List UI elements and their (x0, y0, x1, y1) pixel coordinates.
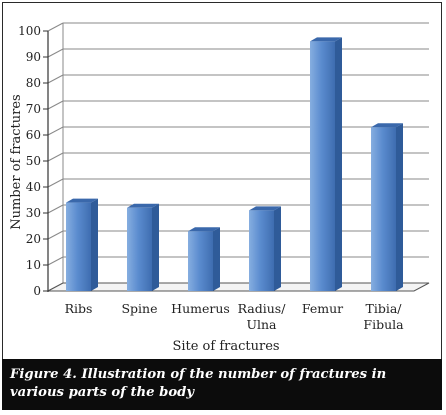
y-tick-label: 80 (26, 76, 41, 90)
x-tick-label: Spine (121, 301, 157, 316)
y-tick-label: 10 (26, 258, 41, 272)
bar-side (213, 227, 220, 291)
y-tick-label: 30 (26, 206, 41, 220)
gridline-depth (47, 74, 64, 84)
gridline-depth (47, 126, 64, 136)
x-tick-label: Femur (302, 301, 343, 316)
gridline-depth (47, 230, 64, 240)
bar-side (396, 123, 403, 291)
bar-front (310, 41, 335, 292)
bar-top (310, 37, 342, 42)
y-tick-label: 100 (18, 24, 41, 38)
x-tick-label: Tibia/Fibula (363, 301, 404, 332)
bar (371, 123, 403, 291)
bar-front (371, 127, 396, 291)
x-tick-label: Radius/Ulna (238, 301, 287, 332)
gridline-depth (47, 256, 64, 266)
gridline-depth (47, 48, 64, 58)
bar-side (91, 198, 98, 291)
bar-top (188, 227, 220, 232)
x-tick-label: Humerus (171, 301, 230, 316)
y-tick-label: 0 (33, 284, 41, 298)
bars (66, 37, 403, 292)
x-tick-label: Ribs (65, 301, 93, 316)
bar (310, 37, 342, 292)
y-tick-label: 60 (26, 128, 41, 142)
bar-front (188, 231, 213, 291)
gridline-depth (47, 178, 64, 188)
bar-front (127, 207, 152, 291)
gridline-depth (47, 204, 64, 214)
bar (249, 206, 281, 291)
bar-top (249, 206, 281, 211)
bar-top (127, 203, 159, 208)
y-tick-label: 40 (26, 180, 41, 194)
y-tick-label: 90 (26, 50, 41, 64)
bar-chart: Ribs Spine Humerus Radius/Ulna Femur Tibia/Fi… (9, 22, 430, 354)
bar (188, 227, 220, 291)
figure-caption: Figure 4. Illustration of the number of … (2, 359, 442, 410)
bar (127, 203, 159, 291)
y-tick-label: 20 (26, 232, 41, 246)
gridline-depth (47, 152, 64, 162)
x-axis-label: Site of fractures (172, 339, 279, 354)
bar-front (249, 210, 274, 291)
bar-top (371, 123, 403, 128)
bar-side (152, 203, 159, 291)
gridline-depth (47, 22, 64, 32)
y-axis-label: Number of fractures (9, 94, 24, 229)
bar-top (66, 198, 98, 203)
y-tick-label: 70 (26, 102, 41, 116)
axes: Ribs Spine Humerus Radius/Ulna Femur Tibia/Fi… (18, 24, 404, 332)
bar (66, 198, 98, 291)
bar-front (66, 202, 91, 291)
gridline-depth (47, 100, 64, 110)
bar-side (335, 37, 342, 292)
bar-side (274, 206, 281, 291)
y-tick-label: 50 (26, 154, 41, 168)
